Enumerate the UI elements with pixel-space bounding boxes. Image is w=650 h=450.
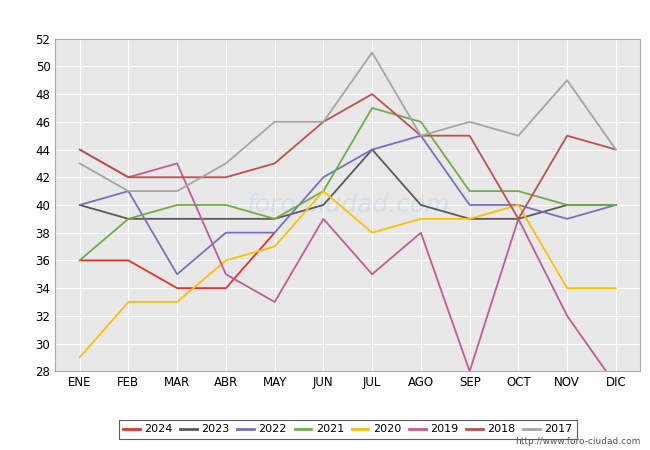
Legend: 2024, 2023, 2022, 2021, 2020, 2019, 2018, 2017: 2024, 2023, 2022, 2021, 2020, 2019, 2018… xyxy=(118,420,577,439)
Text: Afiliados en Tresjuncos a 31/5/2024: Afiliados en Tresjuncos a 31/5/2024 xyxy=(178,8,472,26)
Text: http://www.foro-ciudad.com: http://www.foro-ciudad.com xyxy=(515,436,640,446)
Text: foro-ciudad.com: foro-ciudad.com xyxy=(246,193,450,217)
